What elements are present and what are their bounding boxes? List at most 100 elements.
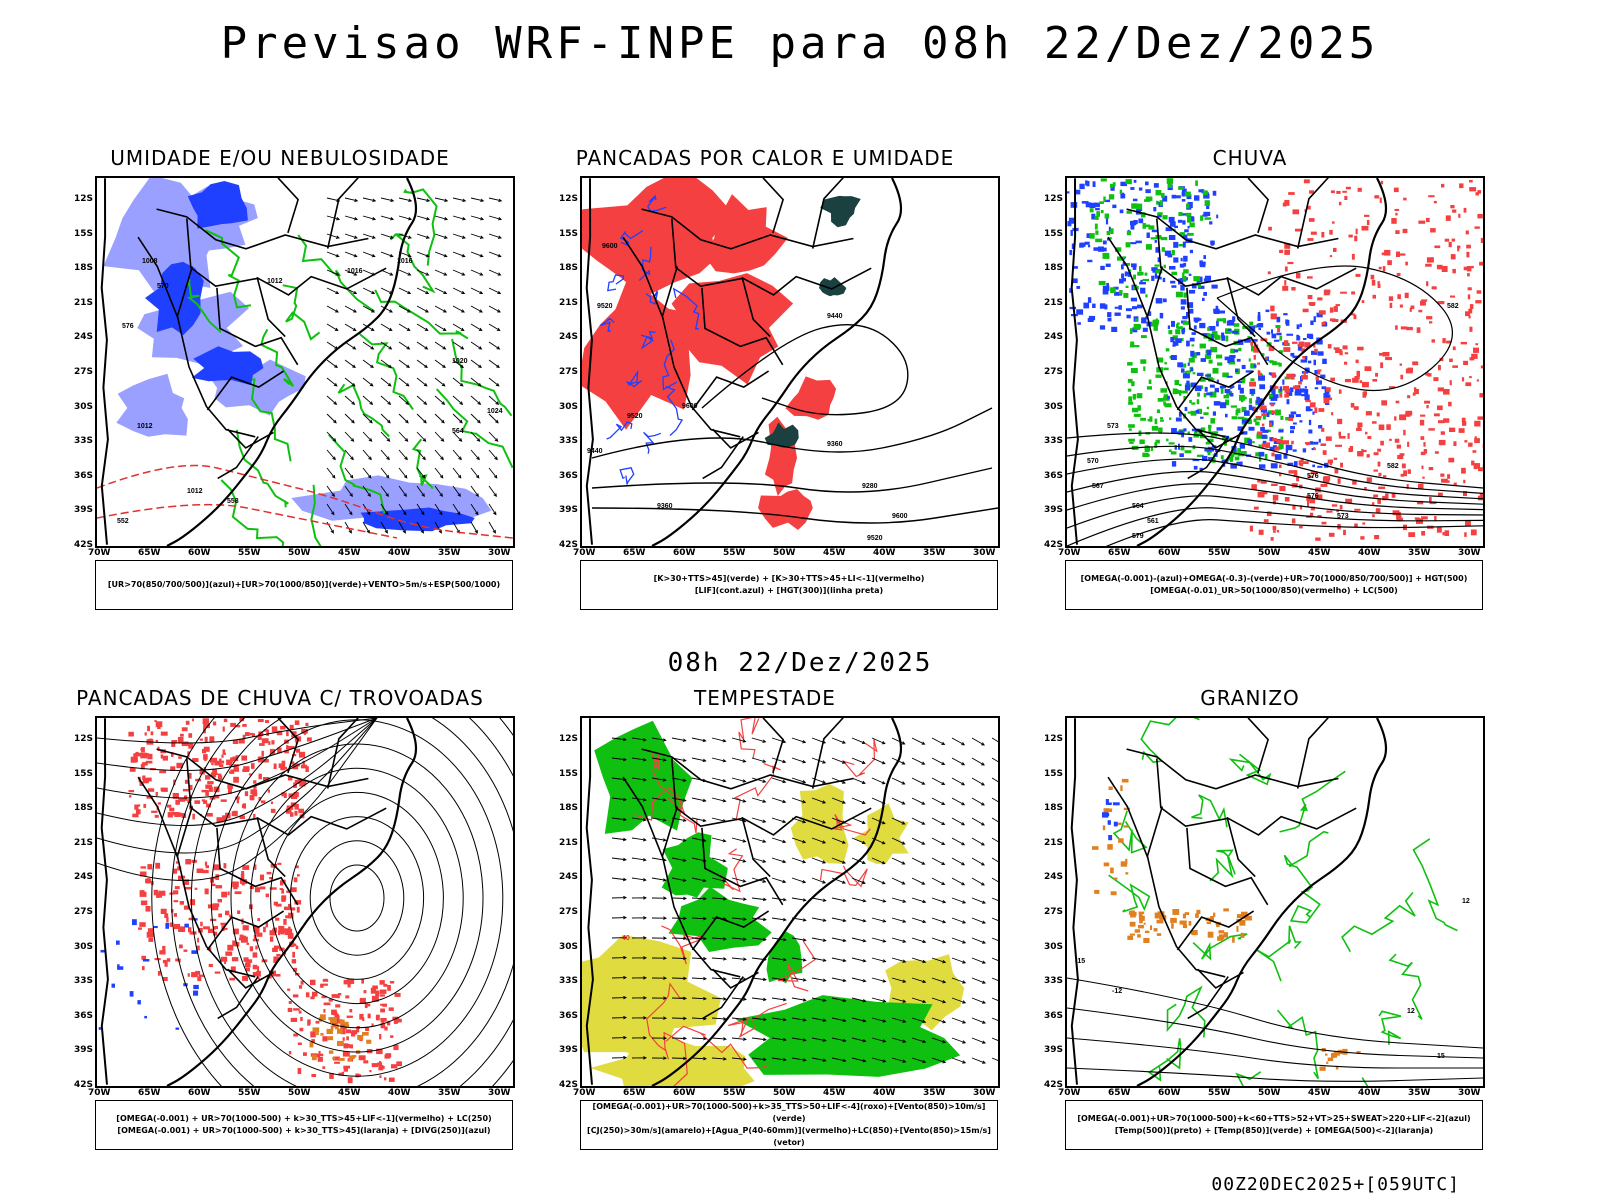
omega-area xyxy=(1180,306,1185,310)
wind-vector xyxy=(951,877,966,886)
omega-500-area xyxy=(1239,919,1246,926)
thunderstorm-area xyxy=(261,738,269,744)
thunderstorm-area xyxy=(187,799,190,803)
humid-ascent-area xyxy=(1365,411,1372,416)
hail-area xyxy=(1105,799,1109,805)
wind-vector xyxy=(416,215,431,221)
thunderstorm-area xyxy=(212,772,215,776)
lat-tick-label: 39S xyxy=(1044,1045,1064,1056)
humid-ascent-area xyxy=(1427,373,1432,377)
thunderstorm-area xyxy=(240,873,245,880)
humidity-low-contour xyxy=(282,284,321,341)
thunderstorm-area xyxy=(387,1020,391,1026)
omega-area xyxy=(1199,322,1206,329)
wind-vector xyxy=(731,897,747,901)
thunderstorm-area xyxy=(174,886,180,890)
omega-strong-area xyxy=(1141,335,1147,339)
thunderstorm-area xyxy=(369,1070,372,1073)
omega-strong-area xyxy=(1216,318,1224,322)
humid-ascent-area xyxy=(1469,326,1473,332)
wind-vector xyxy=(971,777,985,786)
wind-vector xyxy=(398,467,408,479)
thunderstorm-area xyxy=(236,725,241,728)
thunderstorm-area xyxy=(246,967,250,972)
wind-vector xyxy=(811,1037,827,1042)
wind-vector xyxy=(470,413,481,424)
humid-ascent-area xyxy=(1405,368,1413,374)
omega-area xyxy=(1132,306,1138,310)
omega-500-area xyxy=(1210,916,1214,922)
humid-ascent-area xyxy=(1410,305,1415,310)
wind-vector xyxy=(452,287,466,295)
humid-ascent-area xyxy=(1351,253,1355,260)
omega-area xyxy=(1121,273,1125,279)
omega-strong-area xyxy=(1275,325,1281,329)
omega-area xyxy=(1154,240,1157,243)
wind-vector xyxy=(951,957,967,964)
omega-area xyxy=(1068,217,1075,224)
panel-chuva: CHUVA 582 576 573 570 567 564 561 579 576 573 582 12… xyxy=(1010,146,1490,628)
lon-tick-label: 70W xyxy=(1058,1088,1081,1098)
state-border xyxy=(811,718,844,789)
humid-ascent-area xyxy=(1321,321,1326,325)
omega-strong-area xyxy=(1267,429,1271,433)
state-border xyxy=(256,276,286,338)
humidity-low-contour xyxy=(374,289,469,340)
lon-tick-label: 60W xyxy=(1158,1088,1181,1098)
wind-vector xyxy=(831,937,847,943)
lon-tick-label: 45W xyxy=(823,548,846,558)
omega-strong-area xyxy=(1280,436,1284,440)
humid-ascent-area xyxy=(1374,195,1380,199)
humid-ascent-area xyxy=(1366,477,1372,482)
humid-ascent-area xyxy=(1335,304,1340,307)
humid-ascent-area xyxy=(1452,209,1457,213)
humid-ascent-area xyxy=(1474,438,1480,444)
coastline-west xyxy=(585,718,594,1085)
humid-ascent-area xyxy=(1405,261,1408,266)
omega-area xyxy=(1211,284,1218,289)
wind-vector xyxy=(611,915,627,920)
humid-ascent-area xyxy=(1441,478,1448,483)
omega-area xyxy=(1318,425,1323,429)
wind-vector xyxy=(452,359,464,369)
humid-ascent-area xyxy=(1299,463,1304,467)
thunderstorm-area xyxy=(269,930,277,936)
humid-ascent-area xyxy=(1378,424,1385,431)
wind-vector xyxy=(488,503,497,516)
humid-ascent-area xyxy=(1354,523,1358,527)
wind-vector xyxy=(651,777,667,782)
lat-tick-label: 24S xyxy=(559,872,579,883)
omega-area xyxy=(1198,285,1205,289)
thunderstorm-area xyxy=(203,746,210,752)
wind-vector xyxy=(691,1056,707,1061)
legend-line: [CJ(250)>30m/s](amarelo)+[Agua_P(40-60mm… xyxy=(587,1126,991,1147)
lon-tick-label: 55W xyxy=(238,548,261,558)
thunderstorm-area xyxy=(336,994,340,999)
omega-area xyxy=(1271,333,1277,339)
thunderstorm-area xyxy=(189,931,197,935)
humid-ascent-area xyxy=(1477,416,1483,420)
omega-area xyxy=(1191,332,1196,335)
thunderstorm-area xyxy=(183,905,190,910)
omega-500-area xyxy=(1188,921,1192,926)
legend-box: [UR>70(850/700/500)](azul)+[UR>70(1000/8… xyxy=(95,560,513,610)
wind-vector xyxy=(470,305,483,313)
humid-ascent-area xyxy=(1340,462,1343,468)
humid-ascent-area xyxy=(1338,389,1342,394)
wind-vector xyxy=(751,997,767,1002)
omega-strong-area xyxy=(1252,441,1255,444)
streamline xyxy=(97,718,378,744)
omega-strong-area xyxy=(1181,390,1188,394)
lon-tick-label: 30W xyxy=(1458,548,1481,558)
humid-ascent-area xyxy=(1295,228,1302,232)
shower-area xyxy=(327,1036,334,1041)
thunderstorm-area xyxy=(286,745,289,750)
humid-ascent-area xyxy=(1437,405,1443,411)
humid-ascent-area xyxy=(1273,386,1279,389)
omega-area xyxy=(1179,430,1183,434)
wind-vector xyxy=(434,395,446,405)
humid-ascent-area xyxy=(1457,246,1460,252)
omega-strong-area xyxy=(1189,222,1195,228)
omega-area xyxy=(1095,207,1100,211)
thunderstorm-area xyxy=(227,891,230,896)
